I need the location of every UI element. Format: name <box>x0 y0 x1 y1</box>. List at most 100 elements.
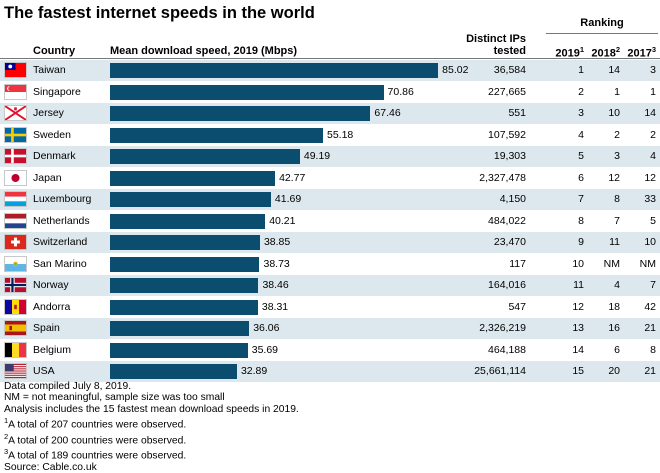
table-row: Norway 38.46 164,016 11 4 7 <box>0 275 660 296</box>
rank-2019-value: 10 <box>572 257 584 270</box>
rank-2019-header: 20191 <box>555 45 584 60</box>
rank-2018-label: 2018 <box>591 47 616 60</box>
rank-2018-footnote-mark: 2 <box>615 45 620 54</box>
table-row: Luxembourg 41.69 4,150 7 8 33 <box>0 189 660 210</box>
usa-flag-icon <box>4 363 27 379</box>
footnote-1-mark: 1 <box>4 415 9 425</box>
rank-2019-value: 15 <box>572 365 584 377</box>
distinct-ips-value: 227,665 <box>488 85 526 98</box>
rank-2017-value: 8 <box>650 343 656 356</box>
distinct-ips-value: 547 <box>508 300 526 313</box>
rank-2019-value: 5 <box>578 150 584 162</box>
rank-2018-value: 14 <box>608 64 620 76</box>
country-label: Taiwan <box>33 64 66 76</box>
speed-bar <box>110 127 323 143</box>
speed-bar <box>110 63 439 78</box>
country-label: Luxembourg <box>33 193 92 205</box>
distinct-ips-value: 19,303 <box>493 150 526 162</box>
rank-2017-value: 21 <box>644 322 656 334</box>
rank-2018-value: 10 <box>608 107 620 119</box>
source-note: Source: Cable.co.uk <box>4 462 97 473</box>
distinct-ips-value: 23,470 <box>493 236 526 248</box>
speed-value-label: 55.18 <box>326 128 354 141</box>
speed-value-label: 42.77 <box>279 171 306 184</box>
country-label: USA <box>33 365 55 377</box>
rank-2018-value: 12 <box>608 171 620 184</box>
rank-2017-header: 20173 <box>627 45 656 60</box>
speed-value-label: 40.21 <box>269 214 296 227</box>
rank-2017-footnote-mark: 3 <box>651 45 656 54</box>
rank-2019-footnote-mark: 1 <box>579 45 584 54</box>
spain-flag-icon <box>4 320 27 336</box>
distinct-ips-value: 4,150 <box>499 193 526 205</box>
rank-2018-value: 6 <box>614 343 620 356</box>
table-row: Singapore 70.86 227,665 2 1 1 <box>0 82 660 103</box>
speed-bar <box>110 256 260 272</box>
japan-flag-icon <box>4 169 27 186</box>
table-row: Japan 42.77 2,327,478 6 12 12 <box>0 168 660 189</box>
distinct-ips-value: 36,584 <box>493 64 526 76</box>
speed-bar <box>110 84 384 100</box>
speed-bar <box>110 364 237 379</box>
san-marino-flag-icon <box>4 255 27 272</box>
speed-value-label: 70.86 <box>387 85 414 98</box>
country-label: Sweden <box>33 128 71 141</box>
denmark-flag-icon <box>4 148 27 164</box>
rank-2018-value: 7 <box>614 214 620 227</box>
speed-column-header: Mean download speed, 2019 (Mbps) <box>110 45 298 57</box>
table-row: USA 32.89 25,661,114 15 20 21 <box>0 361 660 382</box>
footnote-3-text: A total of 189 countries were observed. <box>8 450 187 462</box>
table-row: Spain 36.06 2,326,219 13 16 21 <box>0 318 660 339</box>
speed-value-label: 38.46 <box>262 279 289 291</box>
speed-value-label: 38.85 <box>263 236 291 248</box>
table-row: Andorra 38.31 547 12 18 42 <box>0 297 660 318</box>
distinct-ips-value: 464,188 <box>488 343 526 356</box>
andorra-flag-icon <box>4 298 27 315</box>
country-label: Belgium <box>33 343 71 356</box>
rank-2018-value: 8 <box>614 193 620 205</box>
table-row: San Marino 38.73 117 10 NM NM <box>0 254 660 275</box>
rank-2018-value: NM <box>603 257 620 270</box>
table-row: Sweden 55.18 107,592 4 2 2 <box>0 125 660 146</box>
norway-flag-icon <box>4 277 27 293</box>
ips-column-header: Distinct IPs tested <box>466 33 526 57</box>
country-label: Denmark <box>33 150 76 162</box>
country-label: Norway <box>33 279 69 291</box>
country-column-header: Country <box>33 45 76 57</box>
rank-2017-label: 2017 <box>627 47 652 60</box>
ips-header-line1: Distinct IPs <box>466 33 526 45</box>
speed-bar <box>110 342 248 358</box>
country-label: Spain <box>33 322 60 334</box>
rank-2018-value: 20 <box>608 365 620 377</box>
table-row: Belgium 35.69 464,188 14 6 8 <box>0 340 660 361</box>
table-row: Jersey 67.46 551 3 10 14 <box>0 103 660 124</box>
rank-2019-value: 6 <box>578 171 584 184</box>
speed-bar <box>110 149 300 164</box>
table-row: Denmark 49.19 19,303 5 3 4 <box>0 146 660 167</box>
sweden-flag-icon <box>4 126 27 143</box>
speed-value-label: 38.31 <box>261 300 289 313</box>
ranking-header: Ranking <box>546 17 658 34</box>
distinct-ips-value: 107,592 <box>488 128 526 141</box>
distinct-ips-value: 2,326,219 <box>479 322 526 334</box>
footnote-1-text: A total of 207 countries were observed. <box>8 419 187 431</box>
chart-notes: Data compiled July 8, 2019. NM = not mea… <box>4 381 299 473</box>
country-label: Andorra <box>33 300 71 313</box>
rank-2017-value: 14 <box>644 107 656 119</box>
speed-value-label: 85.02 <box>442 64 469 76</box>
speed-bar <box>110 213 266 229</box>
ips-header-line2: tested <box>493 45 526 57</box>
table-row: Taiwan 85.02 36,584 1 14 3 <box>0 60 660 81</box>
speed-value-label: 36.06 <box>253 322 280 334</box>
rank-2018-value: 1 <box>614 85 620 98</box>
rank-2018-value: 4 <box>614 279 620 291</box>
speed-bar <box>110 321 250 336</box>
note-analysis: Analysis includes the 15 fastest mean do… <box>4 403 299 415</box>
speed-bar <box>110 106 371 121</box>
rank-2019-value: 14 <box>572 343 584 356</box>
rank-2019-value: 11 <box>573 279 584 291</box>
luxembourg-flag-icon <box>4 191 27 207</box>
distinct-ips-value: 117 <box>509 257 526 270</box>
speed-value-label: 67.46 <box>374 107 401 119</box>
distinct-ips-value: 484,022 <box>488 214 526 227</box>
